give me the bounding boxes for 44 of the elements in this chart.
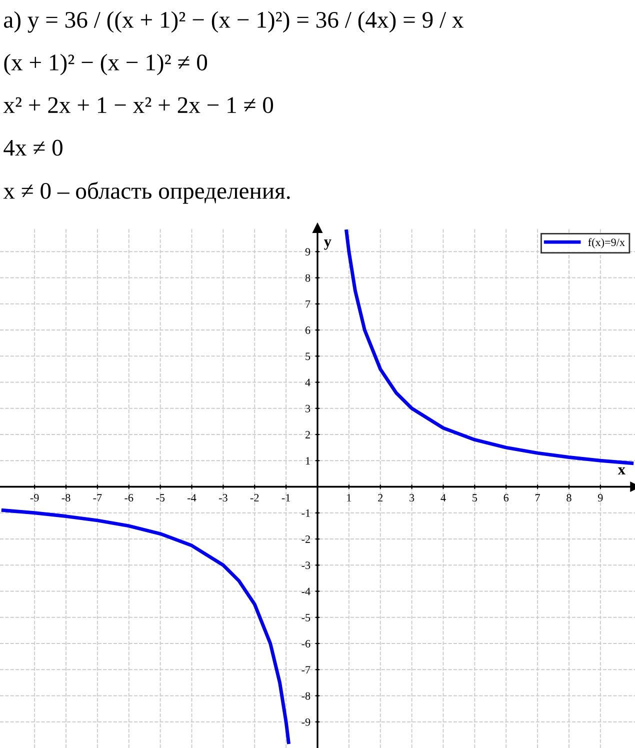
x-tick-label: -2	[250, 494, 259, 502]
y-tick-label: -2	[302, 536, 310, 543]
y-tick-label: 4	[305, 378, 310, 386]
x-axis-title: x	[618, 467, 626, 474]
x-tick-label: -3	[218, 494, 228, 502]
x-tick-label: -9	[30, 494, 39, 502]
text: а) y = 36 / ((x + 1)² − (x − 1)²) = 36 / (4x) = 9 / x	[4, 11, 464, 33]
text: 4x ≠ 0	[4, 140, 62, 156]
x-tick-label: -8	[62, 494, 70, 502]
y-tick-label: 7	[306, 300, 310, 308]
x-tick-label: 8	[566, 494, 572, 502]
y-tick-label: -7	[302, 666, 310, 674]
y-tick-label: -6	[302, 640, 310, 648]
x-tick-label: -1	[282, 494, 290, 502]
x-tick-label: -6	[124, 494, 134, 502]
y-tick-label: 9	[305, 248, 310, 256]
y-tick-label: -3	[302, 562, 310, 570]
x-tick-label: 7	[536, 494, 540, 502]
legend-label: f(x)=9/x	[588, 238, 625, 248]
y-tick-label: -8	[302, 692, 310, 700]
y-tick-label: -5	[302, 614, 310, 622]
x-tick-label: 9	[598, 494, 603, 502]
y-tick-label: 1	[306, 457, 310, 464]
text: x ≠ 0 – область определения.	[3, 182, 290, 204]
x-tick-label: -7	[93, 494, 102, 502]
y-tick-label: 8	[305, 274, 310, 282]
y-tick-label: 2	[305, 431, 310, 438]
y-tick-label: 6	[305, 326, 310, 334]
x-tick-label: -5	[156, 494, 165, 502]
y-tick-label: 3	[306, 404, 310, 412]
text: x² + 2x + 1 − x² + 2x − 1 ≠ 0	[3, 97, 274, 114]
y-axis-title: y	[324, 239, 332, 250]
x-tick-label: 2	[378, 494, 383, 502]
x-tick-label: 3	[410, 494, 414, 502]
y-tick-label: -1	[302, 509, 310, 517]
x-tick-label: 5	[472, 494, 478, 502]
x-tick-label: 1	[347, 494, 352, 502]
y-tick-label: 5	[306, 352, 310, 360]
text: (x + 1)² − (x − 1)² ≠ 0	[4, 54, 208, 76]
y-tick-label: -4	[302, 588, 310, 596]
x-tick-label: 4	[440, 494, 446, 502]
x-tick-label: 6	[504, 494, 509, 502]
y-tick-label: -9	[302, 718, 310, 726]
x-tick-label: -4	[188, 494, 196, 502]
